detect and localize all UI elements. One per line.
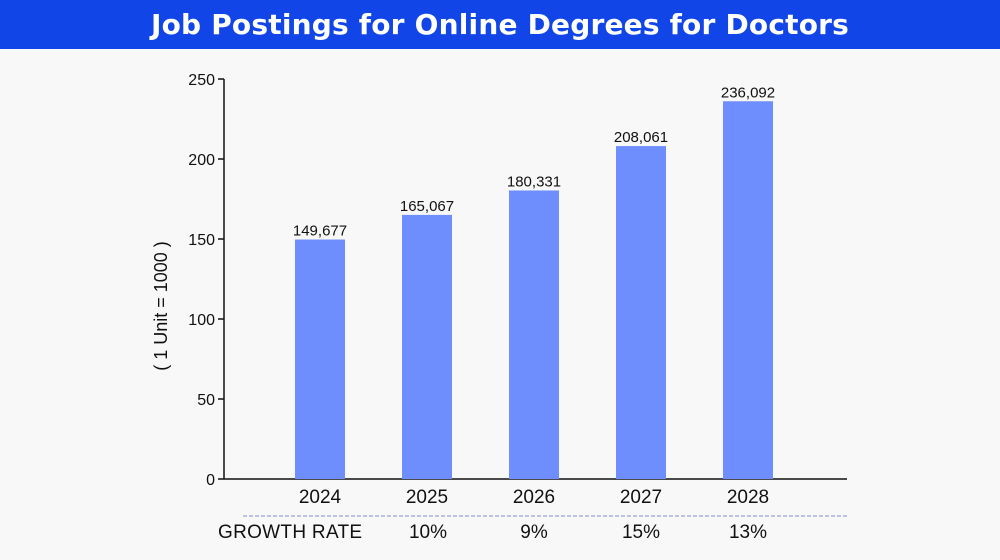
y-tick-label: 100 — [188, 312, 215, 329]
y-tick-label: 200 — [188, 152, 215, 169]
data-label: 180,331 — [507, 173, 561, 190]
growth-rate-value: 10% — [408, 522, 448, 543]
bar — [723, 101, 773, 479]
bar — [402, 214, 452, 479]
y-tick-label: 50 — [197, 392, 215, 409]
y-tick-label: 0 — [206, 472, 215, 489]
data-label: 149,677 — [293, 223, 347, 240]
x-tick-label: 2025 — [406, 487, 448, 508]
bar — [509, 190, 559, 479]
x-tick-label: 2027 — [620, 487, 662, 508]
data-label: 236,092 — [721, 84, 775, 101]
y-tick-label: 150 — [188, 232, 215, 249]
data-label: 165,067 — [400, 198, 454, 215]
y-axis-label: ( 1 Unit = 1000 ) — [151, 241, 171, 371]
bar-chart: 0 50 100 150 200 250 ( 1 Unit = 1000 ) 149,677 2… — [151, 72, 847, 517]
bar — [295, 239, 345, 479]
x-tick-label: 2026 — [513, 487, 555, 508]
growth-rate-value: 15% — [621, 522, 661, 543]
y-tick-label: 250 — [188, 72, 215, 89]
x-tick-label: 2028 — [727, 487, 769, 508]
data-label: 208,061 — [614, 129, 668, 146]
title-bar: Job Postings for Online Degrees for Doct… — [0, 0, 1000, 49]
growth-rate-value: 13% — [728, 522, 768, 543]
growth-rate-row: GROWTH RATE 10% 9% 15% 13% — [0, 522, 1000, 548]
growth-rate-label: GROWTH RATE — [218, 522, 363, 543]
chart-title: Job Postings for Online Degrees for Doct… — [150, 8, 850, 41]
bar — [616, 146, 666, 479]
growth-rate-value: 9% — [520, 522, 548, 543]
x-tick-label: 2024 — [299, 487, 342, 508]
